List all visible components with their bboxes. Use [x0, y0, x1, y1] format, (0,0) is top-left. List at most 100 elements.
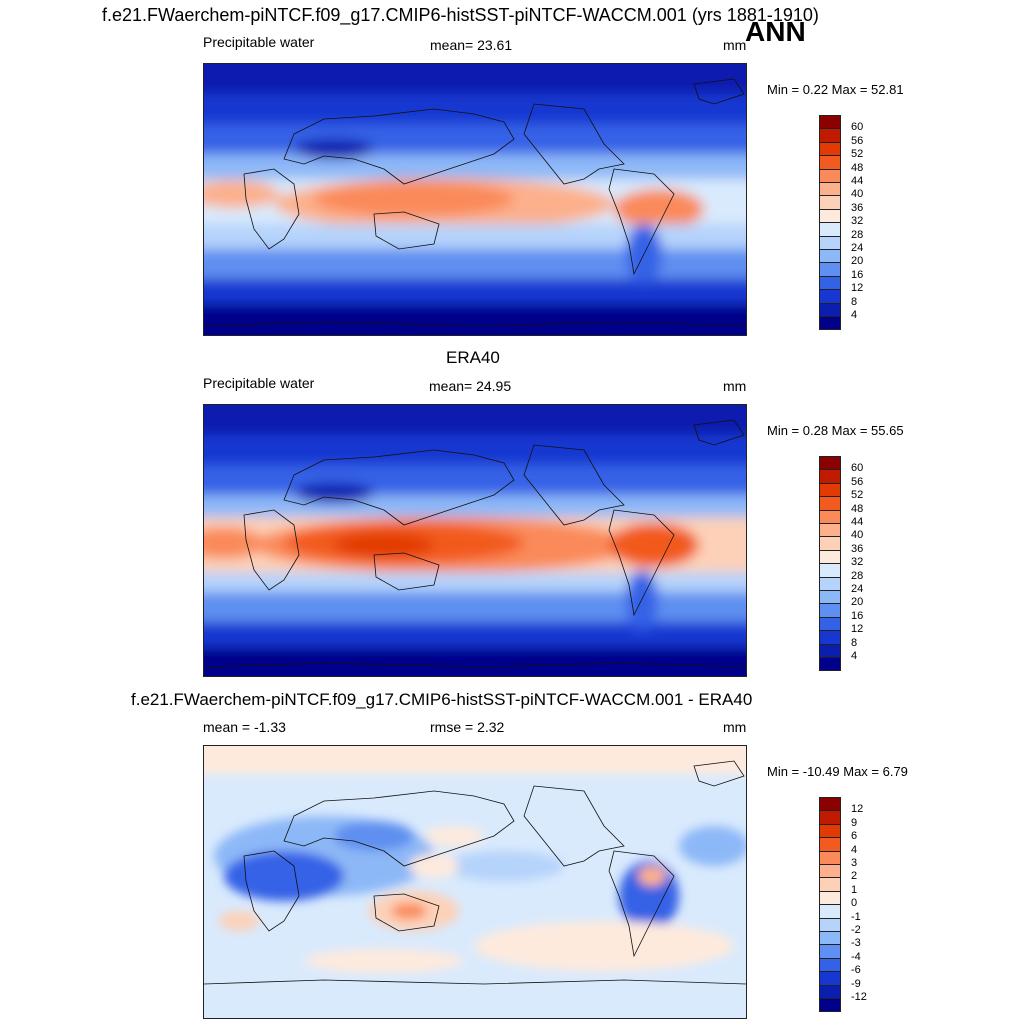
colorbar-swatch — [819, 549, 841, 565]
colorbar-swatch — [819, 643, 841, 658]
colorbar-swatch — [819, 590, 841, 605]
colorbar-tick-label: -1 — [851, 910, 861, 923]
panel3-colorbar: 12 9 6 4 3 2 1 0 -1 -2 -3 -4 -6 -9 -12 — [819, 797, 879, 1013]
main-title: f.e21.FWaerchem-piNTCF.f09_g17.CMIP6-his… — [102, 5, 819, 25]
colorbar-swatch — [819, 998, 841, 1013]
colorbar-swatch — [819, 456, 841, 471]
colorbar-tick-label: 52 — [851, 489, 864, 502]
colorbar-swatch — [819, 984, 841, 999]
colorbar-swatch — [819, 115, 841, 130]
colorbar-tick-label: -4 — [851, 950, 861, 963]
colorbar-swatch — [819, 810, 841, 825]
colorbar-swatch — [819, 890, 841, 906]
colorbar-swatch — [819, 603, 841, 618]
colorbar-tick-label: 48 — [851, 161, 864, 174]
colorbar-swatch — [819, 509, 841, 524]
colorbar-tick-label: -6 — [851, 964, 861, 977]
panel1-map — [203, 63, 747, 336]
colorbar-swatch — [819, 616, 841, 632]
panel3-rmse-label: rmse = 2.32 — [430, 719, 505, 735]
colorbar-swatch — [819, 128, 841, 143]
colorbar-swatch — [819, 482, 841, 498]
colorbar-swatch — [819, 797, 841, 812]
colorbar-tick-label: -2 — [851, 924, 861, 936]
colorbar-tick-label: 36 — [851, 201, 864, 214]
panel1-colorbar: 60 56 52 48 44 40 36 32 28 24 20 16 12 8 4 — [819, 115, 879, 331]
colorbar-tick-label: 16 — [851, 268, 864, 281]
colorbar-swatch — [819, 222, 841, 237]
panel3-minmax-label: Min = -10.49 Max = 6.79 — [767, 764, 908, 779]
colorbar-tick-label: -3 — [851, 937, 861, 950]
colorbar-swatch — [819, 302, 841, 317]
colorbar-swatch — [819, 931, 841, 946]
colorbar-tick-label: -12 — [851, 991, 867, 1003]
colorbar-tick-label: 28 — [851, 228, 864, 241]
colorbar-tick-label: 60 — [851, 121, 864, 134]
colorbar-swatch — [819, 168, 841, 183]
colorbar-swatch — [819, 208, 841, 224]
colorbar-tick-label: 36 — [851, 542, 864, 555]
panel2-mean-label: mean= 24.95 — [429, 378, 512, 394]
colorbar-tick-label: 12 — [851, 282, 864, 295]
panel3-title: f.e21.FWaerchem-piNTCF.f09_g17.CMIP6-his… — [131, 690, 753, 709]
colorbar-tick-label: 60 — [851, 462, 864, 475]
colorbar-tick-label: 40 — [851, 188, 864, 201]
colorbar-tick-label: 4 — [851, 309, 858, 321]
colorbar-tick-label: 4 — [851, 843, 858, 856]
colorbar-swatch — [819, 249, 841, 264]
colorbar-tick-label: 28 — [851, 569, 864, 582]
colorbar-swatch — [819, 262, 841, 277]
colorbar-tick-label: -9 — [851, 977, 861, 990]
panel2-map — [203, 404, 747, 677]
colorbar-tick-label: 1 — [851, 883, 858, 896]
colorbar-tick-label: 32 — [851, 215, 864, 228]
colorbar-tick-label: 2 — [851, 870, 858, 883]
panel2-title: ERA40 — [446, 348, 500, 367]
colorbar-swatch — [819, 275, 841, 291]
colorbar-swatch — [819, 182, 841, 197]
colorbar-tick-label: 20 — [851, 255, 864, 268]
colorbar-tick-label: 9 — [851, 816, 858, 829]
colorbar-tick-label: 44 — [851, 516, 864, 528]
colorbar-swatch — [819, 877, 841, 892]
colorbar-swatch — [819, 523, 841, 538]
colorbar-swatch — [819, 316, 841, 331]
colorbar-tick-label: 20 — [851, 596, 864, 609]
colorbar-swatch — [819, 957, 841, 973]
panel2-units-label: mm — [723, 378, 747, 394]
colorbar-tick-label: 8 — [851, 295, 858, 308]
colorbar-swatch — [819, 944, 841, 959]
panel3-map — [203, 745, 747, 1019]
colorbar-tick-label: 8 — [851, 636, 858, 649]
colorbar-swatch — [819, 971, 841, 986]
panel2-variable-label: Precipitable water — [203, 375, 315, 391]
colorbar-swatch — [819, 469, 841, 484]
panel1-mean-label: mean= 23.61 — [430, 37, 513, 53]
colorbar-tick-label: 44 — [851, 175, 864, 187]
colorbar-swatch — [819, 904, 841, 919]
colorbar-swatch — [819, 657, 841, 672]
colorbar-tick-label: 6 — [851, 830, 858, 843]
colorbar-swatch — [819, 563, 841, 578]
panel2-minmax-label: Min = 0.28 Max = 55.65 — [767, 423, 904, 438]
panel1-units-label: mm — [723, 37, 747, 53]
colorbar-swatch — [819, 496, 841, 511]
colorbar-swatch — [819, 837, 841, 852]
colorbar-swatch — [819, 864, 841, 879]
panel3-units-label: mm — [723, 719, 747, 735]
panel1-minmax-label: Min = 0.22 Max = 52.81 — [767, 82, 904, 97]
colorbar-swatch — [819, 536, 841, 551]
colorbar-tick-label: 32 — [851, 556, 864, 569]
panel1-variable-label: Precipitable water — [203, 34, 315, 50]
colorbar-swatch — [819, 289, 841, 304]
colorbar-swatch — [819, 917, 841, 932]
colorbar-tick-label: 4 — [851, 650, 858, 662]
colorbar-tick-label: 52 — [851, 148, 864, 161]
colorbar-tick-label: 48 — [851, 502, 864, 515]
colorbar-tick-label: 16 — [851, 609, 864, 622]
colorbar-tick-label: 3 — [851, 857, 858, 869]
colorbar-tick-label: 12 — [851, 623, 864, 636]
colorbar-tick-label: 56 — [851, 134, 864, 147]
colorbar-swatch — [819, 630, 841, 645]
colorbar-swatch — [819, 235, 841, 250]
